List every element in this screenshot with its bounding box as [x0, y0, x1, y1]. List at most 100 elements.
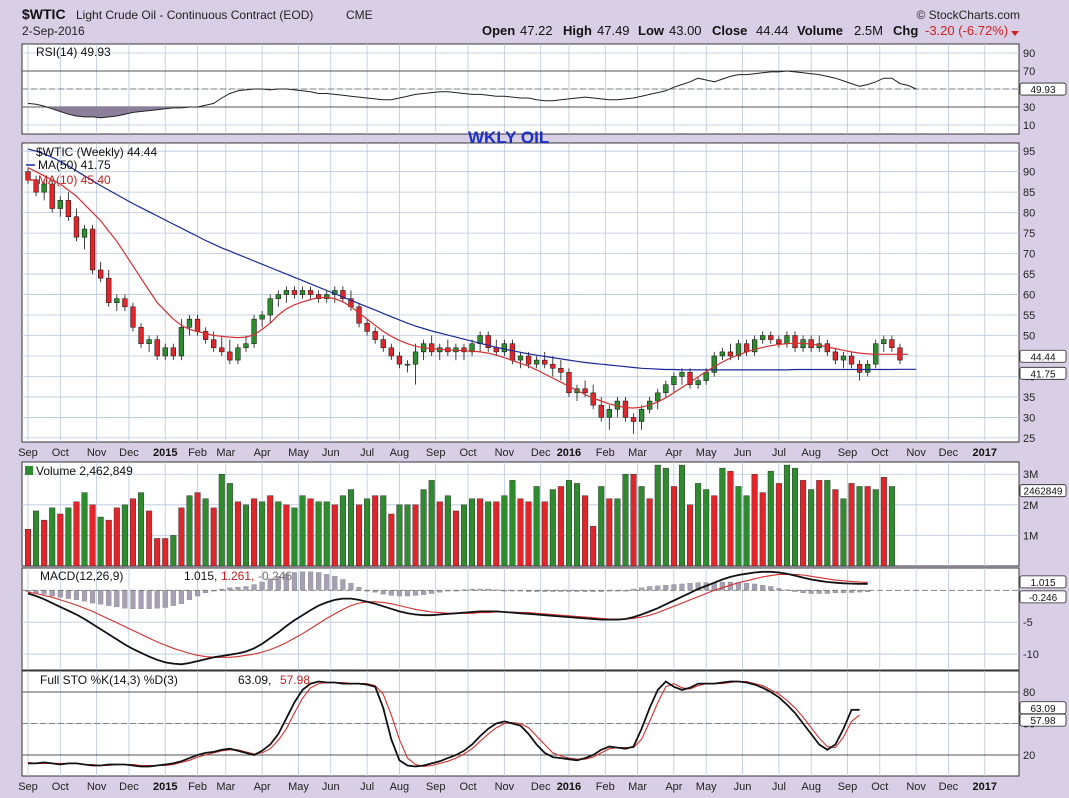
month-label: Sep	[426, 781, 446, 793]
month-label: Jul	[772, 781, 786, 793]
volume-bar	[420, 489, 427, 567]
macd-hist-value: -0.246	[258, 569, 292, 583]
month-label: Apr	[254, 447, 271, 459]
macd-histogram-bar	[316, 572, 322, 591]
volume-bar	[767, 470, 774, 567]
candle-body	[178, 327, 185, 357]
price-ytick: 55	[1023, 310, 1035, 322]
macd-value-tag-box	[1019, 575, 1067, 589]
volume-value-tag-box	[1019, 484, 1067, 498]
ma10-legend: MA(10) 45.40	[38, 173, 111, 187]
volume-ytick: 2M	[1023, 500, 1038, 512]
macd-histogram-bar	[816, 590, 822, 594]
volume-bar	[460, 504, 467, 567]
volume-bar	[840, 498, 847, 567]
volume-bar	[525, 501, 532, 567]
price-ytick: 75	[1023, 228, 1035, 240]
volume-bar	[194, 492, 201, 567]
ma50-value-tag-box	[1019, 366, 1067, 380]
price-title: $WTIC (Weekly) 44.44	[36, 145, 157, 159]
volume-bar	[49, 507, 56, 567]
candle-body	[98, 269, 104, 279]
month-axis-bottom: Sep Oct Nov Dec 2015 Feb Mar Apr May Jun Jul Aug Sep…	[18, 781, 997, 793]
month-label: Aug	[801, 447, 821, 459]
month-label: 2016	[557, 447, 581, 459]
macd-histogram-bar	[90, 590, 96, 604]
volume-bar	[154, 538, 161, 567]
month-label: Feb	[188, 447, 207, 459]
volume-bar	[864, 486, 871, 567]
volume-bar	[557, 486, 564, 567]
candle-body	[582, 388, 588, 394]
macd-histogram-bar	[114, 590, 120, 608]
volume-bar	[89, 504, 96, 567]
volume-bar	[267, 495, 274, 567]
candle-body	[469, 343, 475, 353]
macd-histogram-bar	[558, 590, 564, 592]
macd-histogram-bar	[566, 590, 572, 592]
volume-bar	[396, 504, 403, 567]
rsi-ytick: 10	[1023, 120, 1035, 132]
candle-body	[219, 347, 225, 353]
macd-histogram-bar	[146, 590, 152, 609]
macd-background	[21, 567, 1020, 671]
price-ytick: 50	[1023, 331, 1035, 343]
month-label: Sep	[838, 447, 858, 459]
candle-body	[65, 200, 72, 217]
macd-histogram-bar	[308, 571, 314, 591]
macd-histogram-bar	[679, 583, 685, 591]
month-label: Nov	[87, 781, 107, 793]
candle-body	[388, 347, 394, 357]
candle-body	[340, 290, 346, 299]
macd-histogram-bar	[81, 590, 88, 602]
volume-bar	[65, 507, 72, 567]
macd-histogram-bar	[421, 590, 427, 595]
candle-body	[146, 339, 152, 344]
volume-bar	[469, 498, 476, 567]
macd-histogram-bar	[65, 590, 71, 599]
volume-legend-icon	[25, 466, 33, 475]
macd-histogram-bar	[98, 590, 104, 605]
month-label: Sep	[426, 447, 446, 459]
volume-bar	[170, 535, 177, 567]
volume-bar	[606, 498, 613, 567]
volume-bar	[792, 467, 799, 567]
month-label: Feb	[596, 781, 615, 793]
volume-bar	[549, 489, 556, 567]
month-label: Mar	[628, 781, 647, 793]
ma10-line	[27, 167, 908, 409]
macd-histogram-bar	[639, 587, 645, 591]
volume-bar	[339, 495, 346, 567]
macd-histogram-bar	[768, 586, 774, 591]
macd-ytick: -5	[1023, 617, 1033, 629]
volume-bar	[816, 480, 823, 567]
open-label: Open	[482, 23, 515, 38]
volume-bar	[622, 474, 629, 567]
volume-bar	[210, 507, 217, 567]
volume-bar	[412, 504, 419, 567]
volume-bar	[759, 492, 766, 567]
macd-histogram-bar	[744, 583, 750, 591]
month-label: Aug	[801, 781, 821, 793]
macd-histogram-bar	[356, 586, 362, 591]
candle-body	[865, 363, 871, 373]
macd-histogram-bar	[655, 585, 661, 591]
volume-bar	[275, 501, 282, 567]
price-ytick: 90	[1023, 167, 1035, 179]
candle-body	[41, 183, 47, 193]
macd-histogram-bar	[106, 590, 112, 606]
candle-body	[687, 372, 693, 385]
candle-body	[881, 339, 887, 344]
candle-body	[194, 318, 201, 332]
candle-body	[316, 294, 322, 299]
stochastic-k-value: 63.09,	[238, 673, 271, 687]
rsi-oversold-fill	[28, 107, 917, 118]
candle-body	[49, 183, 55, 209]
macd-histogram-bar	[41, 590, 47, 595]
macd-histogram-bar	[299, 571, 306, 591]
candle-body	[703, 372, 709, 381]
volume-bar	[162, 538, 169, 567]
volume-bar	[178, 507, 185, 567]
candle-body	[57, 200, 63, 209]
macd-histogram-bar	[186, 590, 193, 601]
